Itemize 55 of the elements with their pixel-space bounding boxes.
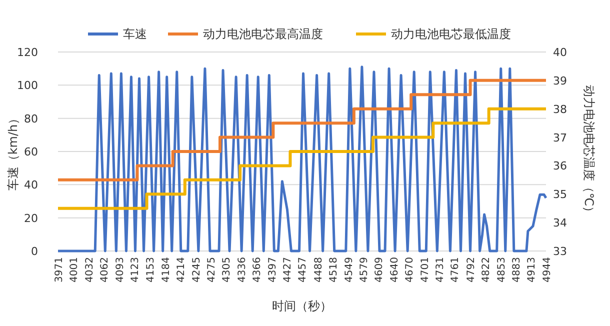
x-tick-label: 4883 [511, 257, 522, 282]
y2-tick-label: 33 [553, 245, 567, 258]
x-tick-label: 4457 [298, 257, 309, 282]
x-tick-label: 4670 [404, 257, 416, 282]
x-tick-label: 4792 [466, 257, 477, 282]
x-tick-label: 4579 [358, 257, 370, 282]
x-tick-label: 4913 [526, 257, 538, 282]
y-tick-label: 120 [17, 46, 38, 59]
x-tick-label: 4427 [282, 257, 294, 282]
x-tick-label: 4822 [480, 257, 492, 282]
x-tick-label: 4245 [191, 257, 202, 282]
x-tick-label: 4001 [69, 257, 80, 282]
x-tick-label: 4184 [160, 257, 172, 282]
x-tick-label: 4549 [344, 257, 355, 282]
y2-tick-label: 37 [553, 131, 567, 144]
x-tick-label: 4640 [390, 257, 401, 282]
y2-tick-label: 34 [553, 216, 567, 230]
x-tick-label: 4366 [252, 257, 264, 282]
x-tick-label: 3971 [54, 257, 65, 282]
x-tick-label: 4032 [84, 257, 96, 282]
x-tick-label: 4123 [130, 257, 142, 282]
x-tick-label: 4518 [328, 257, 340, 282]
y-tick-label: 20 [24, 212, 38, 225]
legend-label: 动力电池电芯最高温度 [203, 27, 323, 41]
y-tick-label: 0 [31, 245, 38, 258]
y2-tick-label: 40 [553, 46, 567, 59]
x-tick-label: 4305 [222, 257, 233, 282]
x-tick-label: 4761 [450, 257, 462, 282]
x-tick-label: 4488 [313, 257, 324, 282]
y-axis-title: 车速（km/h） [6, 112, 20, 191]
y-tick-label: 80 [24, 112, 38, 126]
y-tick-label: 40 [24, 178, 38, 192]
y-tick-label: 100 [17, 79, 38, 92]
y2-tick-label: 35 [553, 188, 567, 202]
x-tick-label: 4062 [100, 257, 111, 282]
line-series [56, 66, 548, 252]
y2-tick-label: 39 [553, 74, 567, 88]
y-tick-label: 60 [24, 146, 38, 158]
x-tick-label: 4701 [420, 257, 432, 282]
x-tick-label: 4093 [115, 257, 126, 282]
x-tick-label: 4275 [206, 257, 218, 282]
y2-tick-label: 36 [553, 160, 567, 173]
x-tick-label: 4336 [237, 257, 248, 282]
legend-label: 车速 [123, 27, 147, 41]
x-tick-label: 4153 [145, 257, 156, 282]
x-tick-label: 4731 [435, 257, 446, 282]
x-tick-label: 4944 [542, 257, 553, 282]
x-tick-label: 4397 [268, 257, 279, 282]
y2-axis-title: 动力电池电芯温度（℃） [582, 84, 596, 218]
x-tick-label: 4853 [496, 257, 508, 282]
x-tick-label: 4214 [176, 257, 187, 282]
y2-tick-label: 38 [553, 102, 567, 116]
legend-label: 动力电池电芯最低温度 [391, 27, 511, 41]
x-axis-title: 时间（秒） [272, 299, 332, 313]
x-tick-label: 4609 [374, 257, 385, 282]
